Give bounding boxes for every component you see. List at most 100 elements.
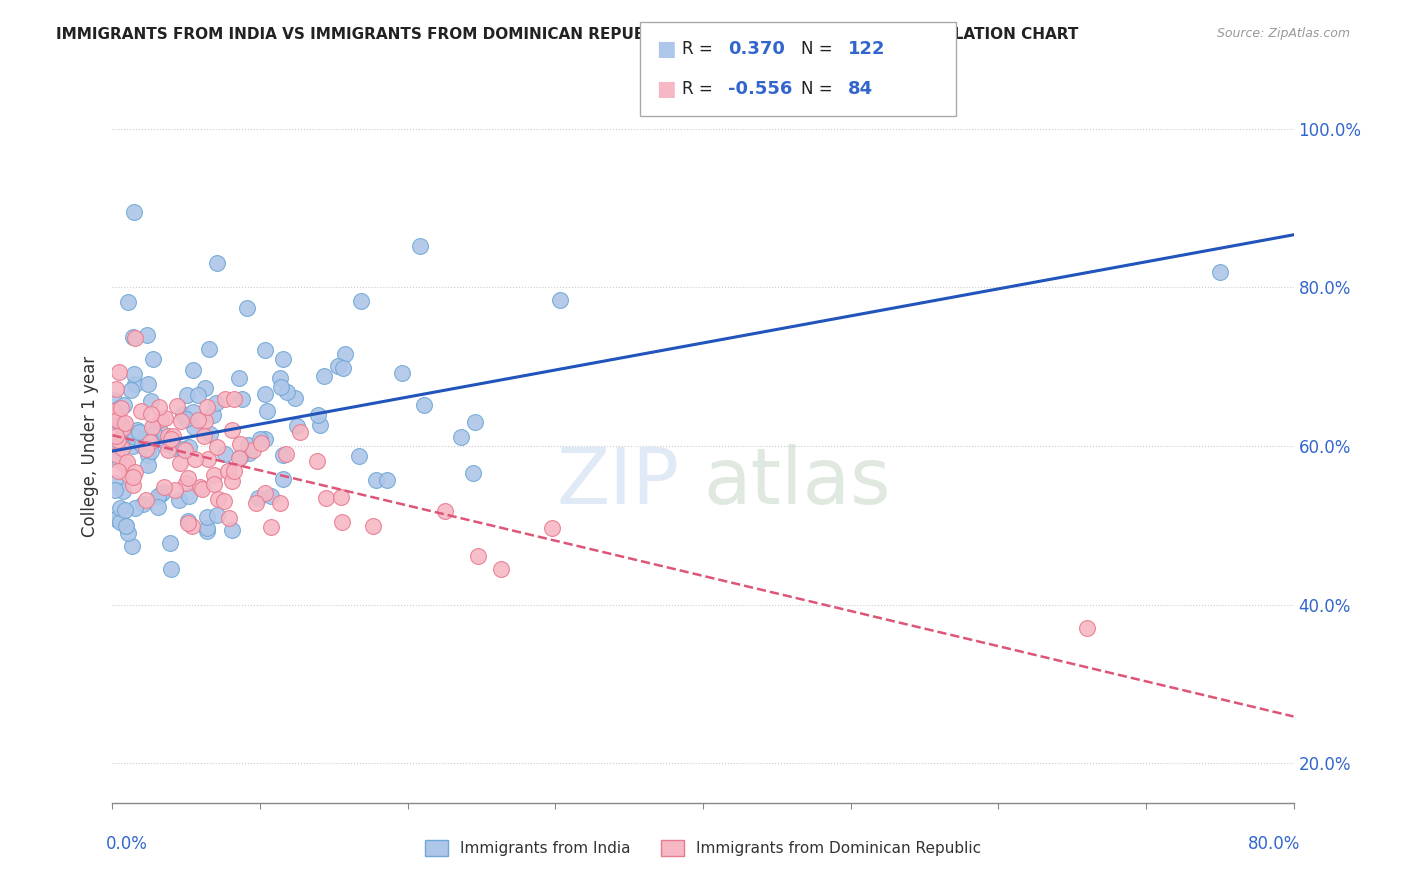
- Text: 84: 84: [848, 80, 873, 98]
- Point: [139, 429, 162, 443]
- Point: [245, 496, 267, 510]
- Text: 80.0%: 80.0%: [1249, 835, 1301, 853]
- Y-axis label: College, Under 1 year: College, Under 1 year: [80, 355, 98, 537]
- Point: [202, 408, 225, 422]
- Point: [139, 439, 162, 453]
- Point: [187, 413, 209, 427]
- Point: [253, 432, 276, 446]
- Point: [105, 438, 128, 452]
- Point: [1076, 621, 1098, 635]
- Point: [188, 480, 211, 494]
- Point: [141, 419, 163, 434]
- Point: [107, 464, 129, 478]
- Point: [172, 407, 194, 421]
- Point: [391, 366, 413, 380]
- Point: [124, 331, 146, 345]
- Point: [364, 473, 387, 487]
- Point: [217, 463, 239, 477]
- Point: [221, 474, 243, 488]
- Text: R =: R =: [682, 40, 713, 58]
- Point: [141, 434, 163, 449]
- Point: [349, 294, 371, 309]
- Point: [157, 429, 180, 443]
- Point: [169, 456, 191, 470]
- Point: [111, 441, 134, 455]
- Point: [124, 430, 146, 444]
- Point: [105, 448, 128, 462]
- Point: [195, 509, 218, 524]
- Point: [132, 497, 155, 511]
- Point: [270, 380, 292, 394]
- Point: [179, 440, 201, 454]
- Point: [467, 549, 489, 563]
- Point: [181, 363, 204, 377]
- Point: [122, 438, 145, 452]
- Point: [117, 468, 139, 483]
- Point: [214, 447, 236, 461]
- Point: [361, 519, 384, 533]
- Point: [170, 414, 193, 428]
- Point: [111, 421, 134, 435]
- Point: [550, 293, 572, 307]
- Point: [104, 483, 127, 497]
- Point: [191, 482, 214, 496]
- Text: 122: 122: [848, 40, 886, 58]
- Point: [269, 371, 291, 385]
- Point: [114, 503, 136, 517]
- Point: [195, 524, 218, 538]
- Point: [412, 398, 434, 412]
- Point: [329, 490, 352, 504]
- Point: [160, 562, 183, 576]
- Point: [143, 426, 166, 441]
- Point: [271, 472, 294, 486]
- Point: [260, 489, 283, 503]
- Point: [284, 391, 307, 405]
- Point: [159, 536, 181, 550]
- Point: [105, 413, 128, 427]
- Point: [124, 465, 146, 479]
- Point: [200, 426, 222, 441]
- Point: [118, 434, 141, 448]
- Point: [228, 450, 250, 464]
- Point: [254, 343, 277, 357]
- Text: -0.556: -0.556: [728, 80, 793, 98]
- Point: [122, 469, 145, 483]
- Point: [259, 520, 281, 534]
- Point: [149, 424, 172, 438]
- Point: [489, 562, 512, 576]
- Point: [124, 376, 146, 391]
- Point: [330, 515, 353, 529]
- Point: [207, 256, 229, 270]
- Point: [314, 369, 336, 384]
- Point: [131, 438, 153, 452]
- Point: [141, 407, 163, 421]
- Point: [269, 496, 291, 510]
- Point: [121, 478, 143, 492]
- Point: [183, 420, 205, 434]
- Point: [218, 510, 240, 524]
- Point: [194, 381, 217, 395]
- Point: [152, 485, 174, 500]
- Text: N =: N =: [801, 80, 832, 98]
- Point: [142, 352, 165, 367]
- Point: [104, 429, 127, 443]
- Point: [271, 448, 294, 462]
- Text: IMMIGRANTS FROM INDIA VS IMMIGRANTS FROM DOMINICAN REPUBLIC COLLEGE, UNDER 1 YEA: IMMIGRANTS FROM INDIA VS IMMIGRANTS FROM…: [56, 27, 1078, 42]
- Point: [236, 301, 259, 315]
- Point: [228, 451, 250, 466]
- Text: 0.370: 0.370: [728, 40, 785, 58]
- Point: [315, 491, 337, 506]
- Point: [165, 442, 187, 456]
- Point: [249, 436, 271, 450]
- Point: [205, 440, 228, 454]
- Point: [228, 371, 250, 385]
- Point: [112, 398, 135, 412]
- Point: [135, 492, 157, 507]
- Point: [288, 425, 311, 439]
- Point: [332, 360, 354, 375]
- Text: N =: N =: [801, 40, 832, 58]
- Point: [163, 483, 186, 498]
- Point: [162, 429, 184, 443]
- Point: [105, 382, 128, 396]
- Point: [129, 404, 152, 418]
